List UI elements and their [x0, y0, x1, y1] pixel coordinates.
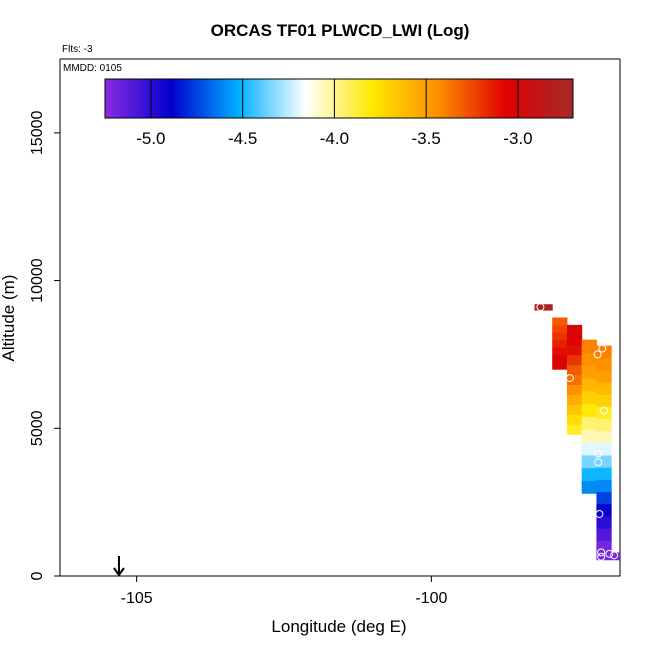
heatmap-cell	[581, 416, 597, 430]
y-axis: 0 5000 10000 15000	[29, 111, 60, 580]
heatmap-cell	[552, 347, 568, 355]
heatmap-cell	[596, 394, 612, 407]
heatmap-cell	[581, 352, 597, 366]
sample-point	[605, 549, 614, 558]
heatmap-cell	[596, 552, 620, 561]
y-tick-label: 0	[29, 571, 46, 580]
x-tick-label: -100	[415, 590, 447, 607]
x-axis-label: Longitude (deg E)	[271, 617, 406, 636]
sample-point	[610, 551, 619, 560]
sample-point	[565, 374, 574, 383]
colorbar-tick-label: -3.0	[503, 129, 532, 148]
y-axis-label: Altitude (m)	[0, 275, 18, 362]
heatmap-cell	[596, 515, 612, 529]
heatmap-cell	[566, 364, 583, 376]
heatmap-cell	[566, 404, 583, 415]
heatmap-cell	[596, 491, 612, 505]
heatmap-cell	[566, 324, 583, 336]
heatmap-cell	[596, 369, 612, 383]
colorbar-ticks: -5.0 -4.5 -4.0 -3.5 -3.0	[136, 79, 533, 148]
heatmap-cell	[552, 339, 568, 348]
heatmap-cell	[566, 384, 583, 395]
y-tick-label: 10000	[29, 258, 46, 303]
heatmap-cell	[552, 361, 568, 370]
heatmap-cell	[581, 429, 597, 443]
colorbar	[104, 78, 574, 119]
heatmap-cell	[596, 406, 612, 420]
heatmap-cell	[581, 454, 597, 469]
heatmap-cell	[566, 424, 583, 435]
heatmap-cell	[596, 455, 612, 468]
down-arrow-icon	[113, 556, 125, 577]
heatmap-cell	[552, 317, 568, 326]
sample-point	[600, 406, 609, 415]
heatmap-cell	[581, 365, 597, 379]
heatmap-cell	[566, 344, 583, 356]
heatmap-cell	[581, 390, 597, 405]
arrow-head	[113, 567, 125, 577]
sample-point	[597, 552, 606, 561]
sample-point	[536, 303, 545, 312]
colorbar-tick-label: -3.5	[412, 129, 441, 148]
heatmap-cell	[581, 403, 597, 417]
sample-point	[598, 344, 607, 353]
x-axis: -105 -100	[121, 576, 447, 607]
heatmap-cell	[581, 480, 597, 494]
sample-point	[594, 449, 603, 458]
y-tick-label: 5000	[29, 410, 46, 446]
heatmap-cell	[552, 324, 568, 333]
x-tick-label: -105	[121, 590, 153, 607]
heatmap-cell	[596, 479, 612, 493]
heatmap-cell	[596, 382, 612, 395]
mmdd-label: MMDD: 0105	[63, 63, 122, 74]
heatmap-cell	[552, 354, 568, 363]
sample-point	[595, 509, 604, 518]
heatmap-cell	[552, 332, 568, 341]
sample-point	[594, 458, 603, 467]
heatmap-cell	[566, 374, 583, 386]
colorbar-tick-label: -4.0	[320, 129, 349, 148]
colorbar-tick-label: -5.0	[136, 129, 165, 148]
colorbar-tick-label: -4.5	[228, 129, 257, 148]
heatmap-cell	[596, 418, 612, 432]
heatmap-cell	[596, 540, 612, 553]
heatmap-cell	[581, 378, 597, 392]
heatmap-cell	[596, 467, 612, 480]
heatmap-cell	[596, 357, 612, 371]
plot-frame	[59, 58, 621, 577]
heatmap-cell	[581, 467, 597, 481]
heatmap-cell	[596, 528, 612, 541]
chart-title: ORCAS TF01 PLWCD_LWI (Log)	[211, 21, 470, 40]
heatmap-cell	[581, 339, 597, 353]
sample-point	[593, 350, 602, 359]
heatmap-cell	[566, 394, 583, 405]
heatmap-cells	[534, 304, 620, 561]
heatmap-cell	[596, 430, 612, 444]
sample-points	[536, 303, 619, 561]
heatmap-cell	[596, 442, 612, 456]
sample-point	[597, 548, 606, 557]
heatmap-cell	[596, 503, 612, 517]
heatmap-cell	[566, 334, 583, 346]
heatmap-cell	[581, 442, 597, 456]
heatmap-cell	[566, 354, 583, 366]
flights-label: Flts: -3	[62, 44, 93, 55]
heatmap-cell	[566, 414, 583, 425]
y-tick-label: 15000	[29, 111, 46, 156]
